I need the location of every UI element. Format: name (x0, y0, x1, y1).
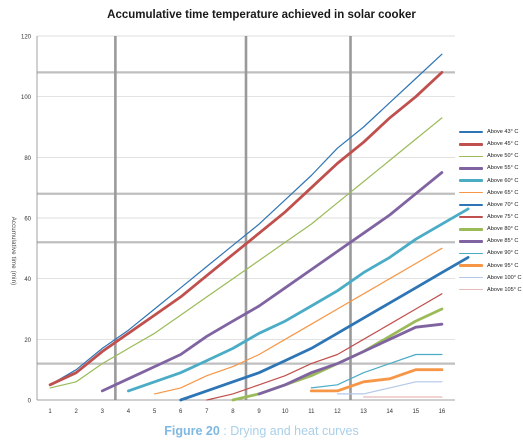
x-tick-label: 2 (75, 409, 79, 415)
legend-swatch (459, 203, 483, 207)
legend-item: Above 43° C (459, 126, 523, 138)
legend-label: Above 80° C (487, 226, 519, 233)
legend-item: Above 65° C (459, 187, 523, 199)
series-line (48, 71, 444, 387)
legend-item: Above 70° C (459, 199, 523, 211)
x-tick-label: 11 (308, 409, 315, 415)
x-tick-label: 4 (127, 409, 131, 415)
legend-swatch (459, 277, 483, 279)
x-tick-label: 8 (231, 409, 235, 415)
caption-label: Figure 20 (164, 424, 220, 438)
legend-item: Above 60° C (459, 175, 523, 187)
legend-swatch (459, 142, 483, 146)
legend-label: Above 95° C (487, 262, 519, 269)
legend-label: Above 90° C (487, 250, 519, 257)
series-line (309, 368, 444, 393)
series-layer (48, 53, 470, 402)
y-tick-label: 120 (21, 35, 32, 41)
legend-item: Above 100° C (459, 272, 523, 284)
axes (36, 36, 455, 401)
x-tick-label: 3 (101, 409, 105, 415)
series-line (49, 53, 443, 386)
legend-item: Above 95° C (459, 260, 523, 272)
series-line (154, 247, 443, 395)
y-tick-label: 20 (24, 338, 31, 344)
legend-item: Above 80° C (459, 223, 523, 235)
legend-swatch (459, 289, 483, 291)
legend-item: Above 85° C (459, 235, 523, 247)
legend: Above 43° C Above 45° C Above 50° C Above 5… (459, 126, 523, 296)
legend-swatch (459, 155, 483, 157)
x-tick-label: 1 (48, 409, 52, 415)
series-line (126, 207, 470, 393)
series-line (257, 322, 444, 396)
x-tick-label: 9 (257, 409, 261, 415)
legend-swatch (459, 239, 483, 243)
series-line (336, 381, 443, 395)
legend-item: Above 55° C (459, 162, 523, 174)
x-tick-label: 15 (412, 409, 419, 415)
legend-swatch (459, 252, 483, 255)
x-tick-label: 14 (386, 409, 393, 415)
chart-title: Accumulative time temperature achieved i… (107, 9, 416, 21)
legend-label: Above 105° C (487, 286, 522, 293)
legend-swatch (459, 216, 483, 218)
legend-item: Above 105° C (459, 284, 523, 296)
legend-label: Above 75° C (487, 214, 519, 221)
series-line (310, 353, 443, 389)
series-line (100, 171, 444, 393)
legend-item: Above 90° C (459, 247, 523, 259)
legend-label: Above 50° C (487, 153, 519, 160)
legend-label: Above 65° C (487, 189, 519, 196)
legend-swatch (459, 264, 483, 268)
series-line (49, 117, 443, 389)
y-axis-label: Accumulative time (min) (10, 216, 16, 286)
legend-label: Above 43° C (487, 129, 519, 136)
y-tick-label: 0 (28, 399, 32, 405)
x-tick-label: 10 (282, 409, 289, 415)
legend-label: Above 85° C (487, 238, 519, 245)
legend-swatch (459, 192, 483, 194)
legend-label: Above 55° C (487, 165, 519, 172)
series-line (179, 255, 470, 402)
legend-label: Above 45° C (487, 141, 519, 148)
y-tick-label: 60 (24, 217, 31, 223)
y-tick-label: 40 (24, 277, 31, 283)
legend-item: Above 50° C (459, 150, 523, 162)
legend-item: Above 75° C (459, 211, 523, 223)
figure-caption: Figure 20 : Drying and heat curves (0, 424, 523, 438)
legend-label: Above 60° C (487, 177, 519, 184)
x-tick-label: 6 (179, 409, 183, 415)
x-tick-label: 5 (153, 409, 157, 415)
legend-swatch (459, 227, 483, 231)
legend-label: Above 70° C (487, 201, 519, 208)
legend-swatch (459, 179, 483, 183)
legend-item: Above 45° C (459, 138, 523, 150)
y-tick-label: 80 (24, 156, 31, 162)
x-tick-label: 12 (334, 409, 341, 415)
series-line (206, 293, 443, 401)
x-tick-label: 13 (360, 409, 367, 415)
legend-label: Above 100° C (487, 274, 522, 281)
x-tick-label: 7 (205, 409, 209, 415)
legend-swatch (459, 167, 483, 170)
legend-swatch (459, 131, 483, 133)
caption-text: : Drying and heat curves (219, 424, 359, 438)
x-tick-label: 16 (439, 409, 446, 415)
y-tick-label: 100 (21, 95, 32, 101)
